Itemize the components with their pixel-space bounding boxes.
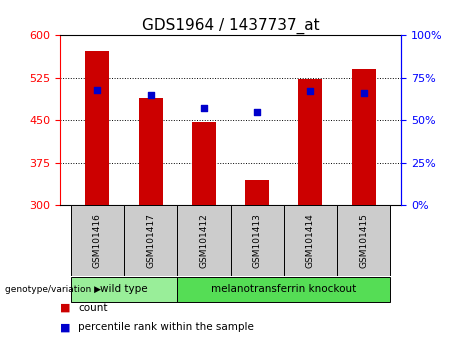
Text: melanotransferrin knockout: melanotransferrin knockout — [211, 284, 356, 295]
Text: percentile rank within the sample: percentile rank within the sample — [78, 322, 254, 332]
Text: count: count — [78, 303, 108, 313]
Bar — [139, 98, 163, 205]
Point — [307, 88, 314, 94]
Bar — [177, 205, 230, 276]
Bar — [124, 205, 177, 276]
Point — [254, 109, 261, 115]
Text: ■: ■ — [60, 322, 71, 332]
Bar — [177, 277, 390, 302]
Text: ■: ■ — [60, 303, 71, 313]
Text: GSM101414: GSM101414 — [306, 213, 315, 268]
Title: GDS1964 / 1437737_at: GDS1964 / 1437737_at — [142, 18, 319, 34]
Bar — [337, 205, 390, 276]
Bar — [71, 205, 124, 276]
Bar — [352, 69, 376, 205]
Bar — [192, 122, 216, 205]
Bar — [284, 205, 337, 276]
Text: wild type: wild type — [100, 284, 148, 295]
Point — [147, 92, 154, 98]
Bar — [71, 277, 177, 302]
Text: GSM101416: GSM101416 — [93, 213, 102, 268]
Point — [200, 105, 207, 111]
Text: genotype/variation ▶: genotype/variation ▶ — [5, 285, 100, 294]
Bar — [298, 79, 322, 205]
Bar — [85, 51, 109, 205]
Text: GSM101415: GSM101415 — [359, 213, 368, 268]
Point — [94, 87, 101, 93]
Text: GSM101412: GSM101412 — [199, 213, 208, 268]
Bar — [230, 205, 284, 276]
Text: GSM101417: GSM101417 — [146, 213, 155, 268]
Text: GSM101413: GSM101413 — [253, 213, 262, 268]
Point — [360, 90, 367, 96]
Bar — [245, 180, 269, 205]
